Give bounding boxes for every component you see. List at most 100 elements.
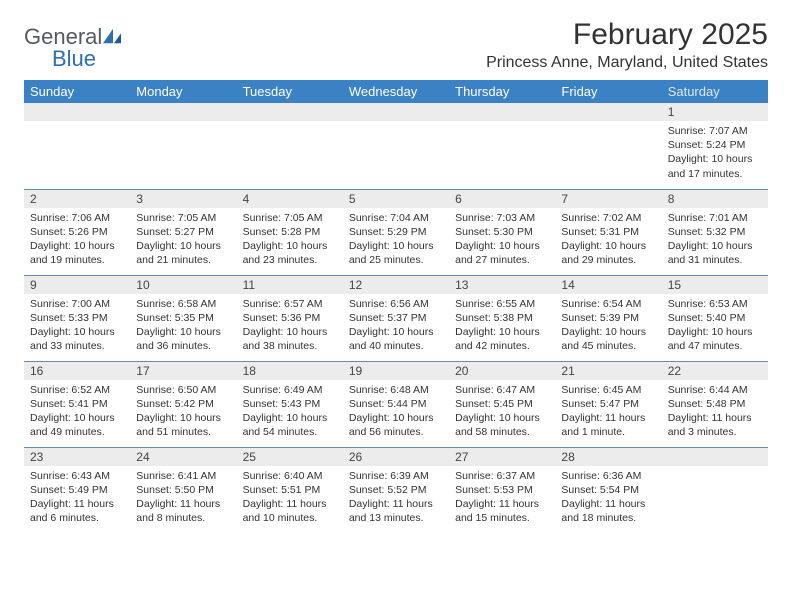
calendar-header-row: Sunday Monday Tuesday Wednesday Thursday… [24,80,768,103]
sunrise-text: Sunrise: 7:02 AM [561,211,655,225]
sunrise-text: Sunrise: 6:57 AM [243,297,337,311]
day-details: Sunrise: 7:02 AMSunset: 5:31 PMDaylight:… [555,208,661,272]
day-details: Sunrise: 6:39 AMSunset: 5:52 PMDaylight:… [343,466,449,530]
daylight-text: Daylight: 10 hours and 31 minutes. [668,239,762,267]
sunrise-text: Sunrise: 6:41 AM [136,469,230,483]
day-details: Sunrise: 6:55 AMSunset: 5:38 PMDaylight:… [449,294,555,358]
daylight-text: Daylight: 10 hours and 49 minutes. [30,411,124,439]
calendar-page: GeneralBlue February 2025 Princess Anne,… [0,0,792,551]
sunrise-text: Sunrise: 6:37 AM [455,469,549,483]
daylight-text: Daylight: 10 hours and 21 minutes. [136,239,230,267]
day-number [130,103,236,121]
daylight-text: Daylight: 10 hours and 33 minutes. [30,325,124,353]
daylight-text: Daylight: 10 hours and 42 minutes. [455,325,549,353]
day-number: 11 [237,276,343,294]
sunset-text: Sunset: 5:33 PM [30,311,124,325]
day-number: 14 [555,276,661,294]
sunset-text: Sunset: 5:50 PM [136,483,230,497]
calendar-day-cell: 17Sunrise: 6:50 AMSunset: 5:42 PMDayligh… [130,361,236,447]
sunset-text: Sunset: 5:24 PM [668,138,762,152]
calendar-day-cell: 27Sunrise: 6:37 AMSunset: 5:53 PMDayligh… [449,447,555,533]
calendar-day-cell [24,103,130,189]
daylight-text: Daylight: 10 hours and 19 minutes. [30,239,124,267]
daylight-text: Daylight: 11 hours and 15 minutes. [455,497,549,525]
day-number [449,103,555,121]
page-header: GeneralBlue February 2025 Princess Anne,… [24,18,768,72]
calendar-day-cell: 26Sunrise: 6:39 AMSunset: 5:52 PMDayligh… [343,447,449,533]
calendar-day-cell: 11Sunrise: 6:57 AMSunset: 5:36 PMDayligh… [237,275,343,361]
day-details: Sunrise: 6:47 AMSunset: 5:45 PMDaylight:… [449,380,555,444]
daylight-text: Daylight: 10 hours and 23 minutes. [243,239,337,267]
sunset-text: Sunset: 5:48 PM [668,397,762,411]
weekday-header: Friday [555,80,661,103]
day-number: 16 [24,362,130,380]
calendar-day-cell: 7Sunrise: 7:02 AMSunset: 5:31 PMDaylight… [555,189,661,275]
daylight-text: Daylight: 11 hours and 10 minutes. [243,497,337,525]
calendar-day-cell: 14Sunrise: 6:54 AMSunset: 5:39 PMDayligh… [555,275,661,361]
calendar-day-cell: 5Sunrise: 7:04 AMSunset: 5:29 PMDaylight… [343,189,449,275]
sunset-text: Sunset: 5:32 PM [668,225,762,239]
calendar-day-cell [555,103,661,189]
calendar-day-cell: 16Sunrise: 6:52 AMSunset: 5:41 PMDayligh… [24,361,130,447]
day-details: Sunrise: 6:53 AMSunset: 5:40 PMDaylight:… [662,294,768,358]
day-details: Sunrise: 6:58 AMSunset: 5:35 PMDaylight:… [130,294,236,358]
day-details: Sunrise: 6:44 AMSunset: 5:48 PMDaylight:… [662,380,768,444]
day-number: 22 [662,362,768,380]
sunset-text: Sunset: 5:51 PM [243,483,337,497]
sunrise-text: Sunrise: 7:00 AM [30,297,124,311]
daylight-text: Daylight: 10 hours and 47 minutes. [668,325,762,353]
calendar-day-cell: 8Sunrise: 7:01 AMSunset: 5:32 PMDaylight… [662,189,768,275]
sunset-text: Sunset: 5:49 PM [30,483,124,497]
day-number: 18 [237,362,343,380]
sunset-text: Sunset: 5:40 PM [668,311,762,325]
sunrise-text: Sunrise: 6:49 AM [243,383,337,397]
day-number: 15 [662,276,768,294]
sunset-text: Sunset: 5:31 PM [561,225,655,239]
sunset-text: Sunset: 5:53 PM [455,483,549,497]
sunrise-text: Sunrise: 7:04 AM [349,211,443,225]
day-number: 21 [555,362,661,380]
day-number: 23 [24,448,130,466]
sunrise-text: Sunrise: 7:01 AM [668,211,762,225]
sunset-text: Sunset: 5:30 PM [455,225,549,239]
daylight-text: Daylight: 10 hours and 58 minutes. [455,411,549,439]
month-title: February 2025 [486,18,768,52]
daylight-text: Daylight: 11 hours and 6 minutes. [30,497,124,525]
day-details: Sunrise: 7:06 AMSunset: 5:26 PMDaylight:… [24,208,130,272]
daylight-text: Daylight: 10 hours and 17 minutes. [668,152,762,180]
calendar-week-row: 1Sunrise: 7:07 AMSunset: 5:24 PMDaylight… [24,103,768,189]
day-details: Sunrise: 7:03 AMSunset: 5:30 PMDaylight:… [449,208,555,272]
calendar-day-cell: 10Sunrise: 6:58 AMSunset: 5:35 PMDayligh… [130,275,236,361]
daylight-text: Daylight: 10 hours and 56 minutes. [349,411,443,439]
day-number: 1 [662,103,768,121]
day-number: 5 [343,190,449,208]
calendar-day-cell [662,447,768,533]
calendar-day-cell: 6Sunrise: 7:03 AMSunset: 5:30 PMDaylight… [449,189,555,275]
sunset-text: Sunset: 5:44 PM [349,397,443,411]
daylight-text: Daylight: 11 hours and 13 minutes. [349,497,443,525]
daylight-text: Daylight: 10 hours and 25 minutes. [349,239,443,267]
weekday-header: Sunday [24,80,130,103]
sunrise-text: Sunrise: 6:58 AM [136,297,230,311]
calendar-week-row: 2Sunrise: 7:06 AMSunset: 5:26 PMDaylight… [24,189,768,275]
daylight-text: Daylight: 11 hours and 8 minutes. [136,497,230,525]
day-number: 28 [555,448,661,466]
calendar-body: 1Sunrise: 7:07 AMSunset: 5:24 PMDaylight… [24,103,768,533]
day-number: 24 [130,448,236,466]
day-details: Sunrise: 7:04 AMSunset: 5:29 PMDaylight:… [343,208,449,272]
title-block: February 2025 Princess Anne, Maryland, U… [486,18,768,72]
calendar-day-cell: 1Sunrise: 7:07 AMSunset: 5:24 PMDaylight… [662,103,768,189]
daylight-text: Daylight: 10 hours and 40 minutes. [349,325,443,353]
daylight-text: Daylight: 10 hours and 51 minutes. [136,411,230,439]
logo-sail-icon [103,27,123,50]
calendar-day-cell: 21Sunrise: 6:45 AMSunset: 5:47 PMDayligh… [555,361,661,447]
calendar-day-cell: 18Sunrise: 6:49 AMSunset: 5:43 PMDayligh… [237,361,343,447]
calendar-day-cell: 4Sunrise: 7:05 AMSunset: 5:28 PMDaylight… [237,189,343,275]
sunrise-text: Sunrise: 7:05 AM [136,211,230,225]
sunrise-text: Sunrise: 7:06 AM [30,211,124,225]
sunset-text: Sunset: 5:52 PM [349,483,443,497]
day-details: Sunrise: 6:49 AMSunset: 5:43 PMDaylight:… [237,380,343,444]
day-number [237,103,343,121]
calendar-day-cell: 19Sunrise: 6:48 AMSunset: 5:44 PMDayligh… [343,361,449,447]
weekday-header: Monday [130,80,236,103]
